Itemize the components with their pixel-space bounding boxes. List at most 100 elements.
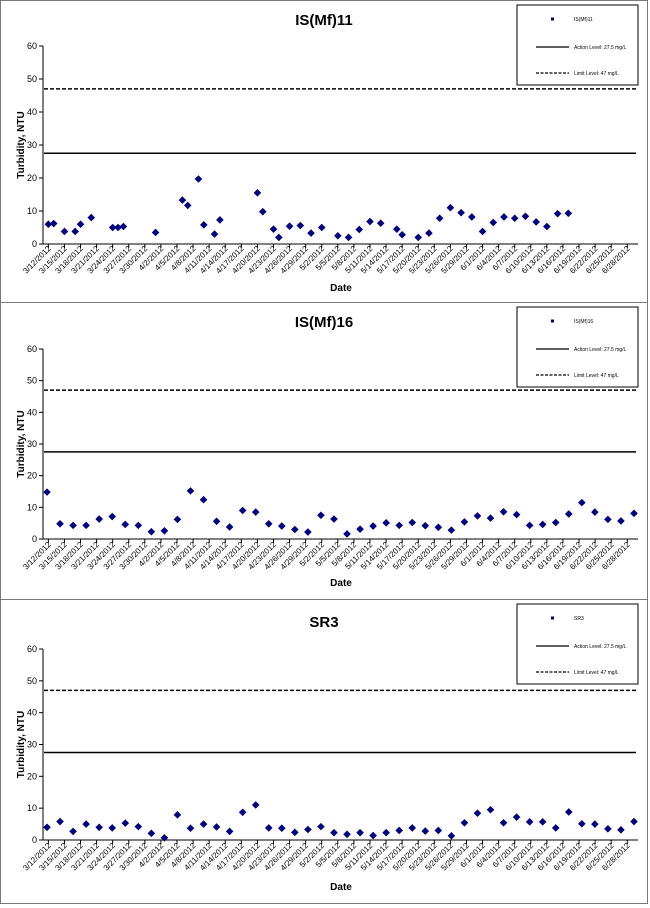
- chart-3-y-tick-label: 50: [27, 676, 37, 686]
- chart-1-data-point: [60, 227, 69, 236]
- chart-2-data-point: [186, 487, 195, 495]
- chart-3-y-tick-label: 60: [27, 644, 37, 654]
- chart-1-data-point: [151, 228, 160, 237]
- chart-1-data-point: [355, 225, 364, 234]
- chart-3-data-point: [160, 833, 169, 842]
- chart-1-data-point: [216, 216, 224, 224]
- chart-3-data-point: [69, 827, 77, 836]
- chart-2-data-point: [630, 509, 638, 518]
- chart-1-data-point: [210, 230, 219, 238]
- chart-2-legend-series-marker: [551, 319, 554, 323]
- chart-1-data-point: [398, 230, 406, 239]
- chart-1-data-point: [543, 222, 551, 231]
- chart-3-data-point: [212, 823, 221, 831]
- chart-2-data-point: [369, 522, 377, 530]
- chart-3-data-point: [134, 822, 143, 831]
- chart-3-data-point: [486, 805, 495, 814]
- chart-1-data-point: [414, 233, 423, 242]
- chart-2-data-point: [121, 520, 130, 529]
- chart-2-legend-series-label: IS(Mf)16: [574, 319, 593, 325]
- chart-panel-1: IS(Mf)11 0 10 20 30 40 50 60 Turbidity, NTU 3/12/…: [0, 0, 648, 303]
- chart-1-data-point: [425, 229, 433, 237]
- chart-2-data-point: [238, 506, 247, 515]
- chart-1-data-point: [510, 214, 519, 223]
- chart-3-data-point: [551, 824, 560, 832]
- chart-1-data-point: [532, 218, 540, 226]
- chart-2-data-point: [578, 498, 586, 507]
- chart-3-data-point: [564, 808, 573, 816]
- chart-3-data-point: [447, 832, 456, 840]
- chart-2-data-point: [134, 521, 143, 530]
- chart-3-data-point: [512, 813, 521, 821]
- chart-3-y-tick-label: 40: [27, 708, 37, 718]
- chart-3-y-tick-label: 10: [27, 803, 37, 813]
- chart-1-data-point: [334, 231, 342, 240]
- chart-2-data-point: [512, 510, 521, 519]
- chart-1-data-point: [71, 227, 79, 236]
- chart-panel-2: IS(Mf)16 0 10 20 30 40 50 60 Turbidity, NTU 3/12/…: [0, 302, 648, 600]
- chart-1-data-point: [194, 175, 203, 183]
- chart-3-data-point: [317, 822, 325, 831]
- chart-3-data-point: [369, 831, 377, 840]
- chart-3-legend-series-marker: [551, 616, 554, 620]
- chart-3-data-point: [43, 823, 51, 832]
- chart-2-data-point: [486, 514, 495, 522]
- chart-2-y-axis-label: Turbidity, NTU: [16, 410, 27, 477]
- chart-2-data-point: [173, 515, 182, 524]
- chart-2-data-point: [525, 521, 534, 530]
- chart-3-data-point: [173, 811, 182, 819]
- chart-2-y-tick-label: 50: [27, 376, 37, 386]
- chart-2-legend-box: [516, 306, 639, 388]
- chart-2-y-tick-label: 60: [27, 344, 37, 354]
- chart-2-data-point: [291, 525, 299, 534]
- chart-1-x-axis-label: Date: [330, 283, 352, 294]
- chart-1-data-point: [183, 201, 192, 210]
- chart-3-data-point: [343, 830, 351, 839]
- chart-3-data-point: [304, 825, 312, 834]
- chart-3-data-point: [434, 826, 443, 835]
- chart-3-legend-series-label: SR3: [574, 616, 584, 622]
- chart-2-data-point: [395, 521, 403, 530]
- chart-3-data-point: [264, 824, 273, 832]
- chart-1-data-point: [178, 196, 187, 204]
- chart-1-data-point: [258, 207, 267, 216]
- chart-1-y-tick-label: 0: [32, 239, 37, 249]
- chart-1-data-point: [119, 222, 128, 231]
- chart-3-data-point: [108, 824, 117, 832]
- chart-3-legend-line-label: Limit Level: 47 mg/L: [574, 670, 619, 676]
- chart-3-data-point: [382, 828, 390, 837]
- chart-1-data-point: [457, 208, 465, 217]
- chart-3-data-point: [617, 826, 625, 834]
- chart-2-data-point: [343, 530, 351, 538]
- chart-3-data-point: [251, 801, 260, 809]
- chart-2-data-point: [108, 512, 117, 521]
- chart-2-data-point: [591, 508, 599, 516]
- chart-1-data-point: [376, 219, 385, 228]
- chart-2-y-tick-label: 20: [27, 471, 37, 481]
- chart-1-y-tick-label: 10: [27, 206, 37, 216]
- chart-1-data-point: [296, 221, 305, 230]
- chart-1-y-tick-label: 50: [27, 74, 37, 84]
- chart-3-data-point: [473, 809, 482, 818]
- chart-3-data-point: [278, 824, 286, 833]
- chart-1-data-point: [468, 213, 476, 221]
- chart-2-y-tick-label: 40: [27, 407, 37, 417]
- chart-panel-3: SR3 0 10 20 30 40 50 60 Turbidity, NTU 3/12/2012 3…: [0, 599, 648, 904]
- chart-2-data-point: [225, 523, 234, 531]
- chart-3-data-point: [538, 818, 547, 826]
- chart-1-y-tick-label: 20: [27, 173, 37, 183]
- chart-3-y-axis-label: Turbidity, NTU: [16, 711, 27, 778]
- chart-1-y-axis-label: Turbidity, NTU: [16, 111, 27, 178]
- chart-2-data-point: [421, 521, 430, 530]
- chart-3-data-point: [356, 828, 364, 837]
- chart-1-data-point: [446, 203, 455, 212]
- chart-3-data-point: [330, 828, 338, 837]
- chart-3-legend-line-label: Action Level: 27.5 mg/L: [574, 644, 626, 650]
- chart-1-data-point: [87, 213, 96, 222]
- chart-1-data-point: [269, 225, 278, 233]
- chart-3-title: SR3: [309, 614, 338, 631]
- chart-2-y-tick-label: 30: [27, 439, 37, 449]
- chart-1-data-point: [500, 213, 508, 221]
